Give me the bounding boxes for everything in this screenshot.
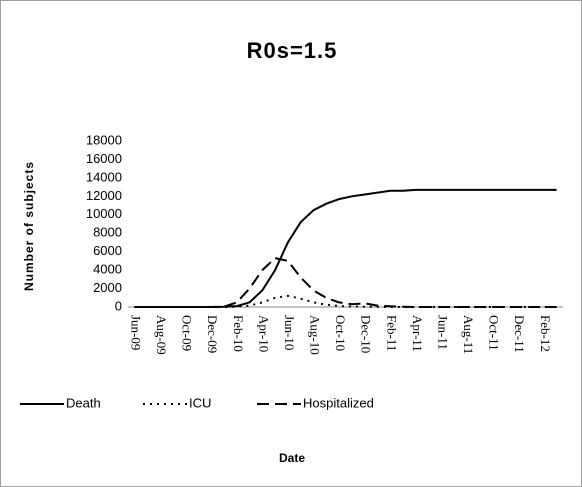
x-tick-label: Oct-11: [487, 315, 502, 351]
chart-title: R0s=1.5: [247, 38, 338, 63]
x-tick-label: Jun-09: [128, 315, 143, 350]
y-tick-label: 0: [115, 298, 122, 313]
y-tick-label: 10000: [86, 206, 122, 221]
x-tick-label: Aug-09: [154, 315, 169, 355]
y-tick-label: 2000: [93, 280, 122, 295]
x-tick-label: Dec-09: [205, 315, 220, 353]
y-tick-label: 16000: [86, 151, 122, 166]
y-axis-title: Number of subjects: [22, 161, 36, 291]
legend-label: ICU: [189, 395, 211, 410]
y-tick-label: 6000: [93, 243, 122, 258]
x-tick-label: Apr-10: [256, 315, 271, 352]
x-tick-label: Feb-11: [384, 315, 399, 351]
y-tick-label: 12000: [86, 188, 122, 203]
x-tick-label: Aug-11: [461, 315, 476, 354]
x-tick-label: Feb-10: [231, 315, 246, 352]
y-tick-label: 8000: [93, 225, 122, 240]
x-tick-label: Feb-12: [538, 315, 553, 352]
x-tick-label: Jun-10: [282, 315, 297, 350]
x-tick-label: Oct-09: [180, 315, 195, 351]
data-line: [134, 294, 557, 308]
x-tick-label: Dec-10: [359, 315, 374, 353]
x-tick-label: Apr-11: [410, 315, 425, 352]
x-tick-label: Aug-10: [308, 315, 323, 355]
legend-label: Hospitalized: [303, 395, 374, 410]
x-tick-label: Jun-11: [435, 315, 450, 350]
x-axis-title: Date: [279, 451, 305, 465]
y-tick-label: 14000: [86, 169, 122, 184]
y-tick-label: 4000: [93, 262, 122, 277]
x-tick-label: Oct-10: [333, 315, 348, 351]
y-tick-label: 18000: [86, 132, 122, 147]
legend-label: Death: [66, 395, 101, 410]
x-tick-label: Dec-11: [512, 315, 527, 353]
